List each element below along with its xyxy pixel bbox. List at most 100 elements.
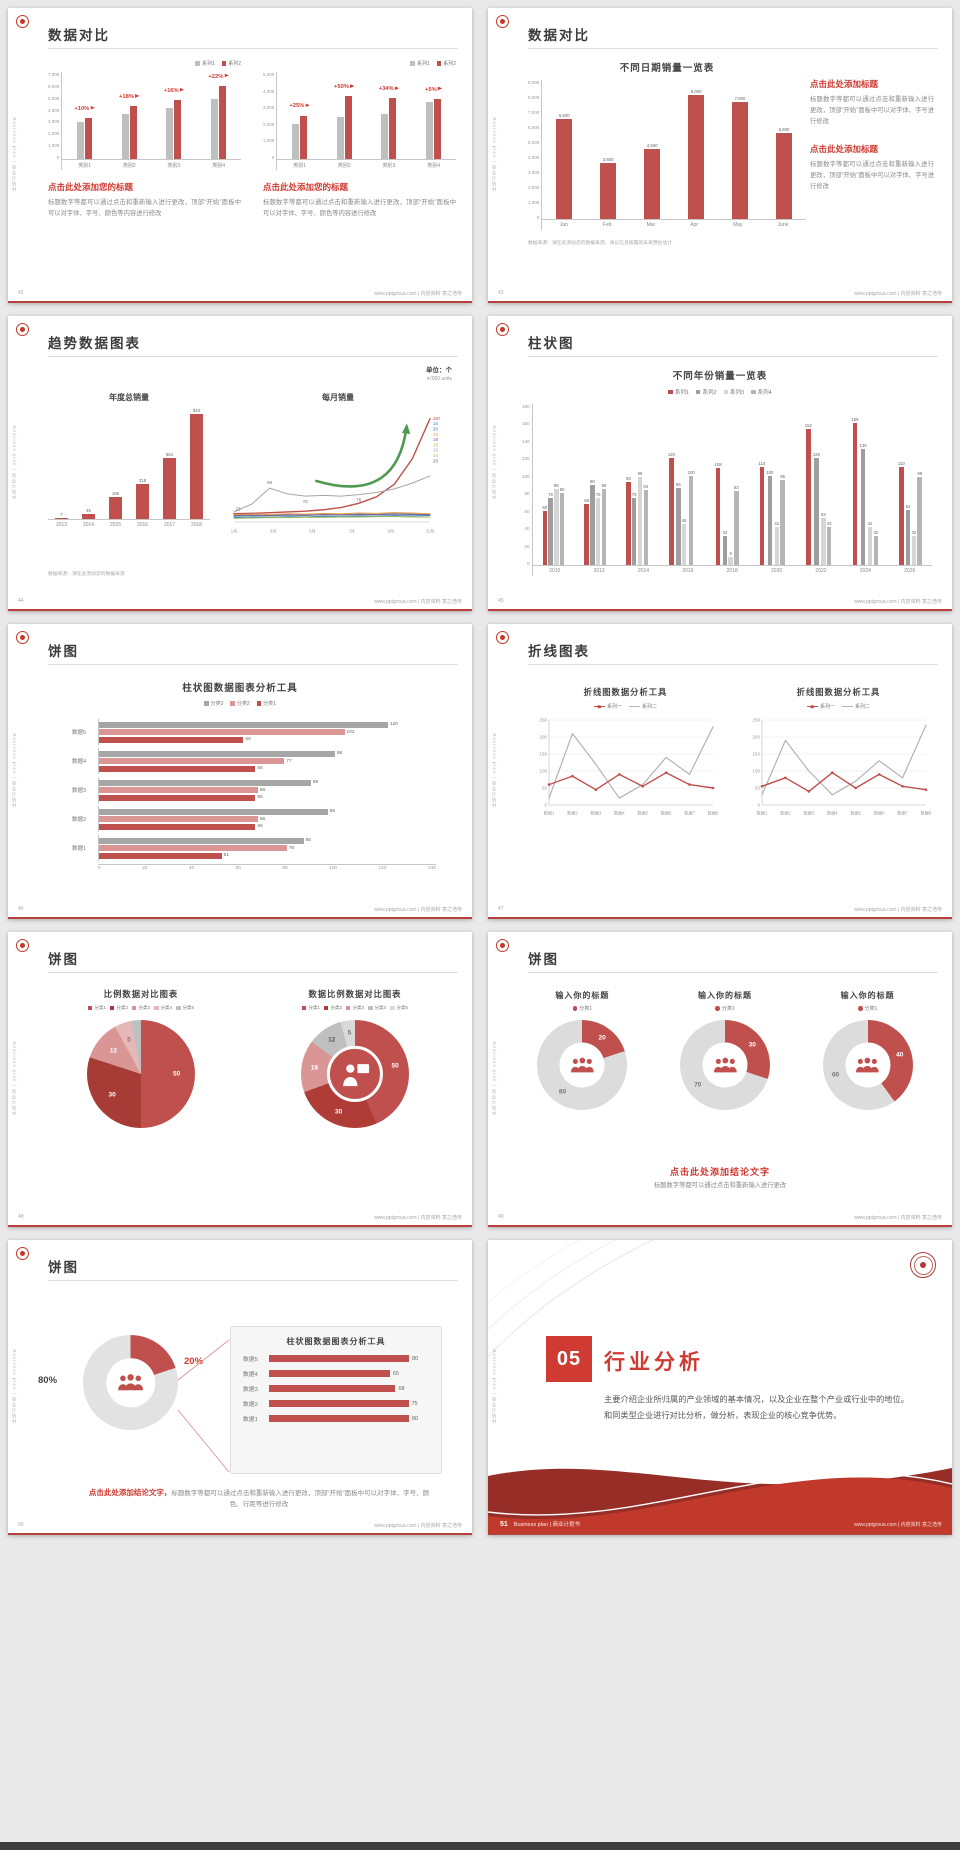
slide-footer: 49 www.pptgroua.com | 内容资料 意之浩传 — [498, 1214, 942, 1221]
people-group-icon — [856, 1057, 880, 1072]
lg-sq — [204, 701, 209, 706]
hb-ticks: 0 20 40 60 80 100 120 140 — [98, 864, 436, 871]
vb-bar — [688, 475, 694, 565]
vb-val: 152 — [804, 423, 812, 429]
vb-y: 5,000 4,000 3,000 2,000 1,000 0 — [263, 72, 276, 170]
vb-val: 8,000 — [690, 89, 702, 95]
vb-bar — [292, 124, 300, 159]
vb-val: 42 — [867, 521, 873, 527]
block-body: 标题数字等都可以通过点击和重新输入进行更改，顶部“开始”面板中可以对字体、字号进… — [810, 96, 934, 126]
i — [99, 794, 256, 801]
vb-col: 46 — [682, 404, 687, 565]
monthly-line-chart: 23 94 72 76 287 18 20 23 19 15 20 14 20 1月 3月 5月 7月 9月 11月 — [228, 406, 456, 541]
em: 77 — [286, 758, 292, 764]
slide-45[interactable]: Business plan | 商业计划书 柱状图 不同年份销量一览表 系列1 系… — [488, 316, 952, 611]
vb-g: 196 — [109, 408, 122, 519]
text: 数据6 — [873, 810, 884, 817]
sidebar-vertical-text: Business plan | 商业计划书 — [492, 732, 497, 809]
em: 98 — [336, 751, 343, 756]
column-title: 输入你的标题 — [555, 991, 610, 1000]
slide-46[interactable]: Business plan | 商业计划书 饼图 柱状图数据图表分析工具 分类3… — [8, 624, 472, 919]
conclusion-gray: 标题数字等都可以通过点击和重新输入进行更改，顶部“开始”面板中可以对字体、字号、… — [171, 1490, 430, 1509]
vb-col: 42 — [774, 404, 779, 565]
em: 85 — [305, 838, 311, 843]
em: 分类1 — [263, 701, 276, 707]
vb-val: 159 — [851, 416, 859, 422]
vb-plot: +25% +50% +34% +5% — [277, 72, 456, 160]
vb-val: 75 — [631, 491, 637, 497]
polyline — [233, 513, 431, 517]
vb-val: 4,560 — [646, 142, 658, 148]
polyline — [233, 516, 431, 519]
footer-site: www.pptgroua.com | 内容资料 意之浩传 — [854, 907, 942, 913]
bottom-bar — [0, 1842, 960, 1850]
vb-col — [336, 72, 344, 159]
vb-col: 42 — [867, 404, 873, 565]
footer-site: www.pptgroua.com | 内容资料 意之浩传 — [374, 1523, 462, 1529]
em: 分类4 — [374, 1005, 387, 1010]
slide-42[interactable]: Business plan | 商业计划书 数据对比 系列1 系列2 7,000 6… — [8, 8, 472, 303]
section-body: 主要介绍企业所归属的产业领域的基本情况，以及企业在整个产业或行业中的地位。和同类… — [604, 1395, 909, 1420]
i — [99, 837, 304, 844]
vb-g: +16% — [164, 72, 185, 159]
text: 5月 — [309, 529, 316, 535]
vb-bar — [905, 509, 911, 565]
lg-dot — [715, 1006, 720, 1011]
page-number: 43 — [498, 290, 504, 296]
slide-49[interactable]: Business plan | 商业计划书 饼图 输入你的标题 分类1 20 80… — [488, 932, 952, 1227]
i — [99, 823, 256, 830]
lg: 系列二 — [842, 703, 870, 710]
span: 2013 — [55, 522, 68, 528]
people-group-icon — [118, 1374, 143, 1391]
vb-col — [174, 72, 182, 159]
vb-bar — [867, 527, 873, 565]
panel-bars: 数据5 80 数据4 65 数据3 68 数据2 75 数据1 80 — [243, 1354, 429, 1423]
slide-footer: 47 www.pptgroua.com | 内容资料 意之浩传 — [498, 906, 942, 913]
vb-val: 46 — [681, 517, 687, 523]
vb-val: 554 — [165, 451, 174, 457]
slide-title: 数据对比 — [48, 28, 110, 43]
span: Feb — [602, 222, 612, 228]
d-lab: 12 — [109, 1047, 118, 1055]
vb-col: 53 — [821, 404, 826, 565]
content-columns: 系列1 系列2 7,000 6,000 5,000 4,000 3,000 2,000 1,0… — [48, 60, 456, 219]
text: 数据8 — [707, 810, 718, 817]
vb-bar — [676, 488, 681, 565]
vb-plot: 60 75 85 80 68 90 75 85 93 75 98 84 120 86 46 100 108 32 9… — [532, 404, 932, 566]
span: 2022 — [815, 568, 827, 574]
unit-en: in'000 units — [426, 376, 452, 382]
lg: 系列2 — [695, 388, 717, 396]
text: 19 — [433, 437, 439, 442]
hb-ln: 102 — [99, 729, 436, 735]
footer-site: www.pptgroua.com | 内容资料 意之浩传 — [854, 291, 942, 297]
polyline — [547, 726, 714, 799]
span: 2016 — [682, 568, 694, 574]
vb-g: 45 — [82, 408, 95, 519]
title-divider — [48, 972, 458, 973]
slide-47[interactable]: Business plan | 商业计划书 折线图表 折线图数据分析工具 系列一… — [488, 624, 952, 919]
lg: 系列2 — [436, 60, 456, 67]
slide-44[interactable]: Business plan | 商业计划书 趋势数据图表 单位：个 in'000… — [8, 316, 472, 611]
vb-col: 110 — [758, 404, 765, 565]
slide-51[interactable]: Business plan | 商业计划书 05 行业分析 主要介绍企业所归属的… — [488, 1240, 952, 1535]
span: 类别3 — [167, 162, 181, 169]
text-block: 点击此处添加标题 标题数字等都可以通过点击和重新输入进行更改，顶部“开始”面板中… — [810, 143, 934, 192]
vb-col: 95 — [780, 404, 785, 565]
slide-50[interactable]: Business plan | 商业计划书 饼图 80% 20% 柱状图数据图表… — [8, 1240, 472, 1535]
svg: 0 50 100 150 200 250 数据1 数据2 数据3 数据4 数据5 数据6 数据7 数据8 — [539, 718, 719, 817]
data-source-note: 数据来源：请在此添加您的数据来源 — [48, 572, 125, 577]
vb-col: 85 — [602, 404, 606, 565]
span: 140 — [522, 438, 530, 444]
left-chart-block: 系列1 系列2 7,000 6,000 5,000 4,000 3,000 2,000 1,0… — [48, 60, 241, 219]
hb-bars: 98 77 65 — [98, 748, 436, 774]
slide-43[interactable]: Business plan | 商业计划书 数据对比 不同日期销量一览表 9,0… — [488, 8, 952, 303]
slide-48[interactable]: Business plan | 商业计划书 饼图 比例数据对比图表 分类1 分类2… — [8, 932, 472, 1227]
d-lab: 30 — [335, 1108, 343, 1116]
polyline — [233, 417, 431, 515]
footer-site: www.pptgroua.com | 内容资料 意之浩传 — [374, 599, 462, 605]
vb-bar — [190, 414, 203, 519]
vb-val: 6,500 — [558, 112, 570, 118]
footer-site: www.pptgroua.com | 内容资料 意之浩传 — [854, 599, 942, 605]
section-title: 行业分析 — [604, 1351, 704, 1374]
circle — [570, 774, 574, 778]
